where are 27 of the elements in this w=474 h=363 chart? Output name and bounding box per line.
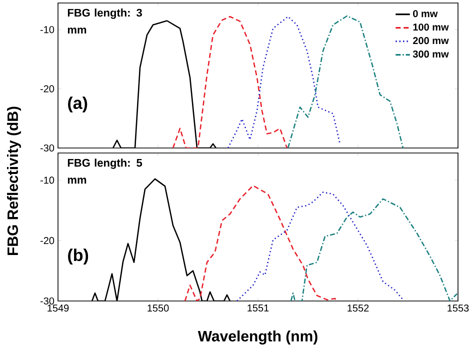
y-tick-label: -20 <box>40 237 54 244</box>
line-series <box>290 198 458 301</box>
line-series <box>287 15 404 148</box>
y-axis-title: FBG Reflectivity (dB) <box>7 106 21 255</box>
x-tick-label: 1550 <box>148 304 169 312</box>
y-tick-label: -20 <box>40 85 54 92</box>
line-series <box>184 184 338 301</box>
x-tick-label: 1549 <box>48 304 69 312</box>
legend-label: 0 mw <box>413 10 438 18</box>
x-axis-title: Wavelength (nm) <box>198 330 318 345</box>
x-tick-label: 1552 <box>348 304 369 312</box>
x-tick-label: 1553 <box>448 304 469 312</box>
y-tick-label: -30 <box>40 297 54 305</box>
annotation: FBG length: 5 mm <box>68 158 142 184</box>
legend-label: 100 mw <box>413 24 449 31</box>
annotation: (a) <box>68 96 88 112</box>
legend-label: 300 mw <box>412 50 449 58</box>
annotation: (b) <box>68 248 88 265</box>
line-series <box>172 16 288 148</box>
y-tick-label: -30 <box>40 144 54 152</box>
legend-label: 200 mw <box>413 37 449 44</box>
line-series <box>227 16 341 148</box>
x-tick-label: 1551 <box>248 304 269 312</box>
annotation: FBG length: 3 mm <box>68 8 142 34</box>
y-tick-label: -10 <box>40 26 54 34</box>
line-series <box>236 192 404 301</box>
y-tick-label: -10 <box>40 176 54 184</box>
